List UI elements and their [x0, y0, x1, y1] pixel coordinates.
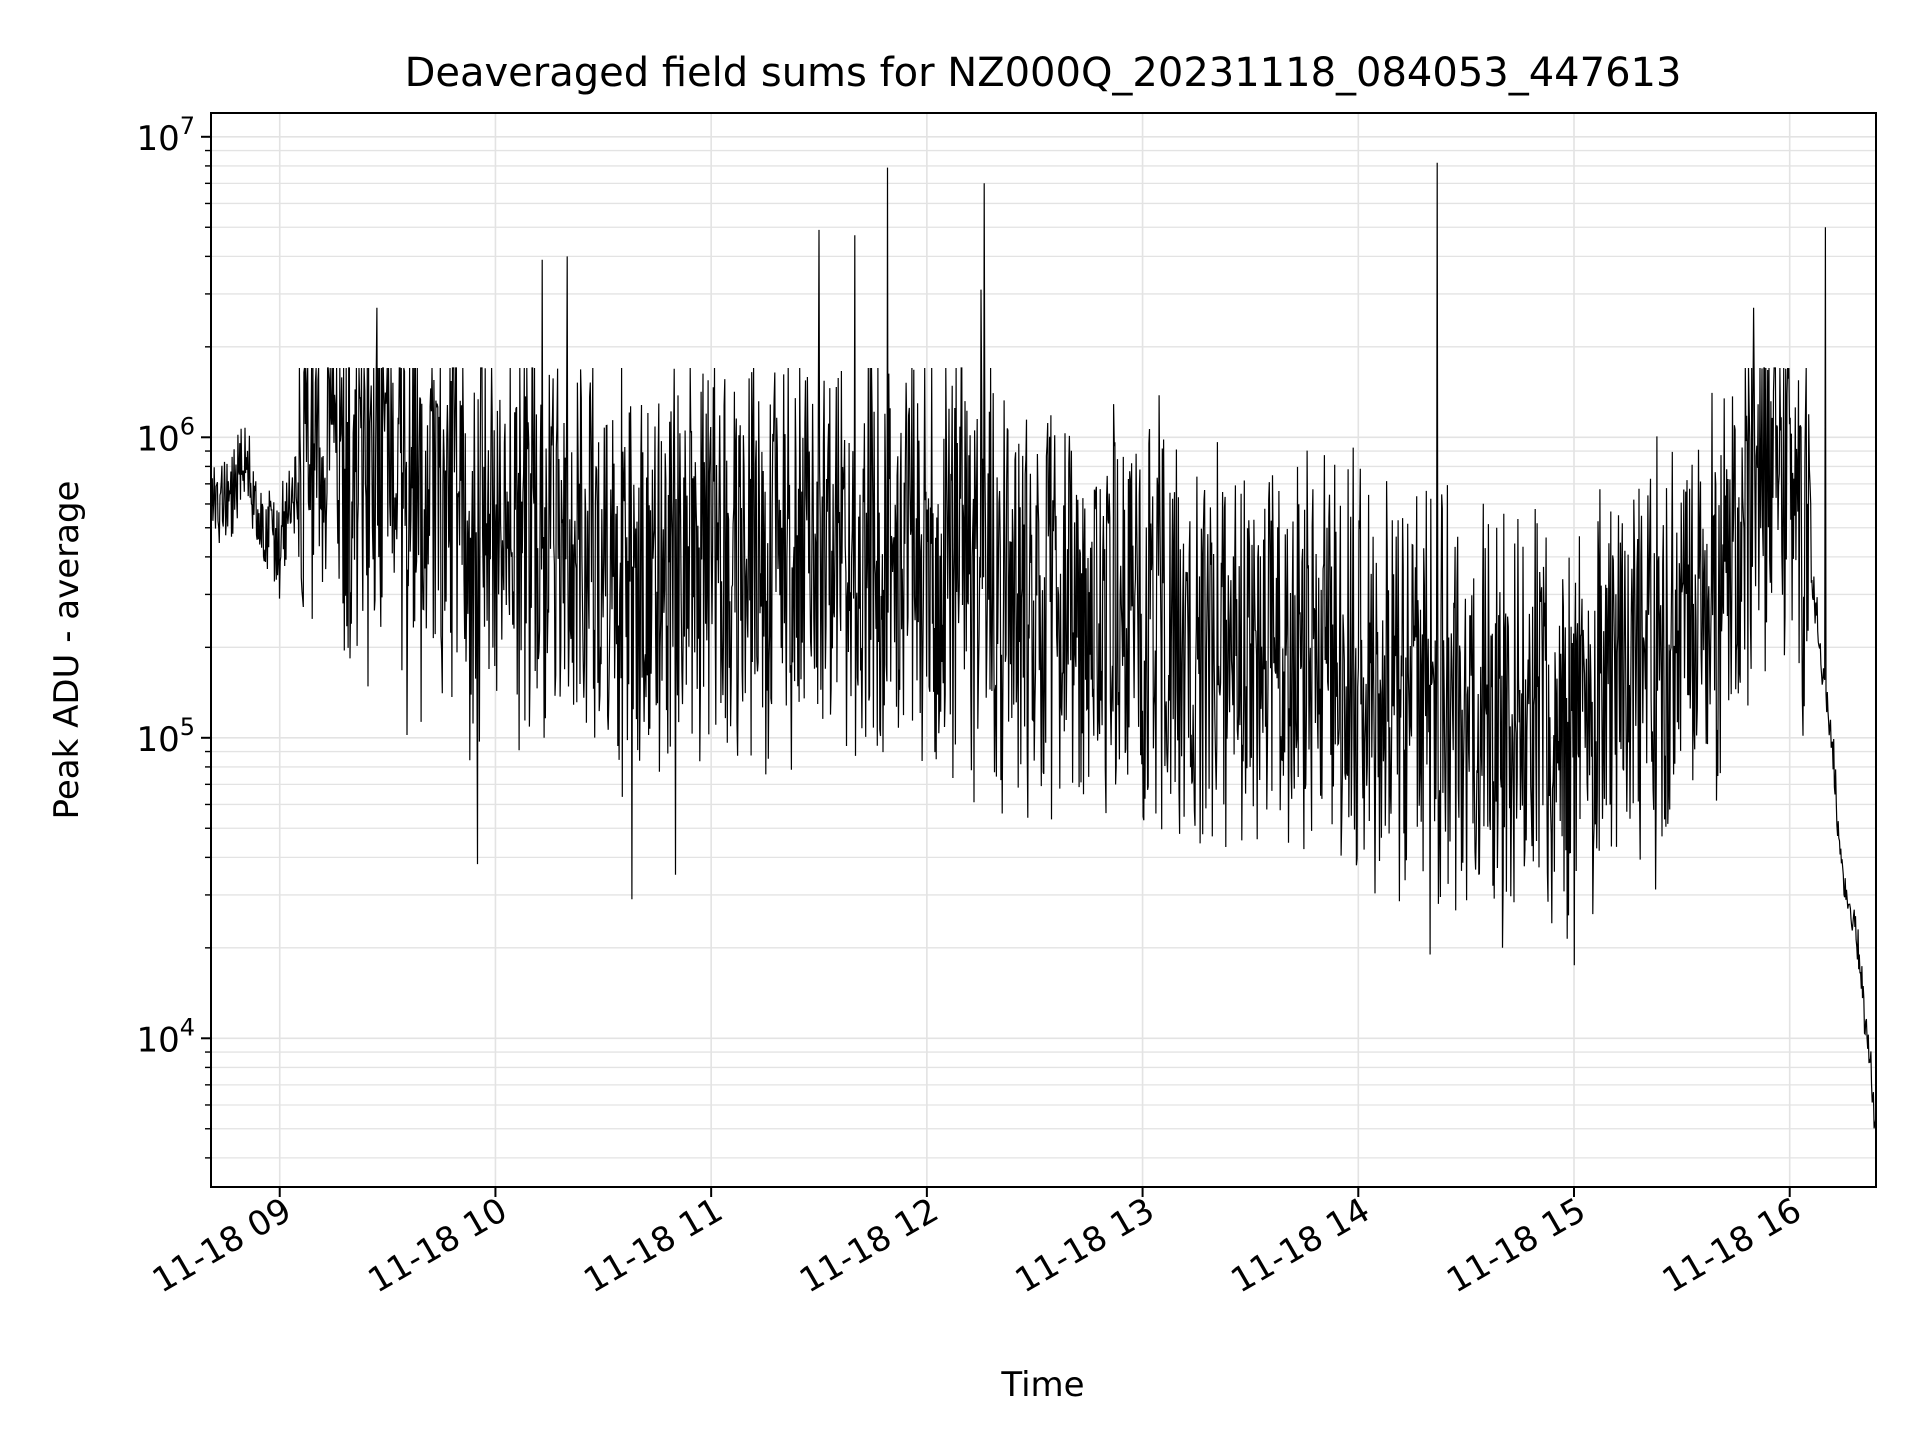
chart-title: Deaveraged field sums for NZ000Q_2023111… — [405, 50, 1682, 96]
y-tick-label: 104 — [136, 1013, 195, 1060]
y-tick-label: 105 — [136, 713, 195, 760]
series — [210, 162, 1877, 1129]
y-tick-label: 107 — [136, 112, 195, 159]
plot-frame — [210, 112, 1877, 1188]
y-axis-label: Peak ADU - average — [47, 481, 87, 820]
y-tick-label: 106 — [136, 412, 195, 459]
series-line — [210, 162, 1877, 1129]
x-axis-label: Time — [1000, 1365, 1084, 1405]
y-axis: 104 105 106 107 — [136, 112, 211, 1159]
